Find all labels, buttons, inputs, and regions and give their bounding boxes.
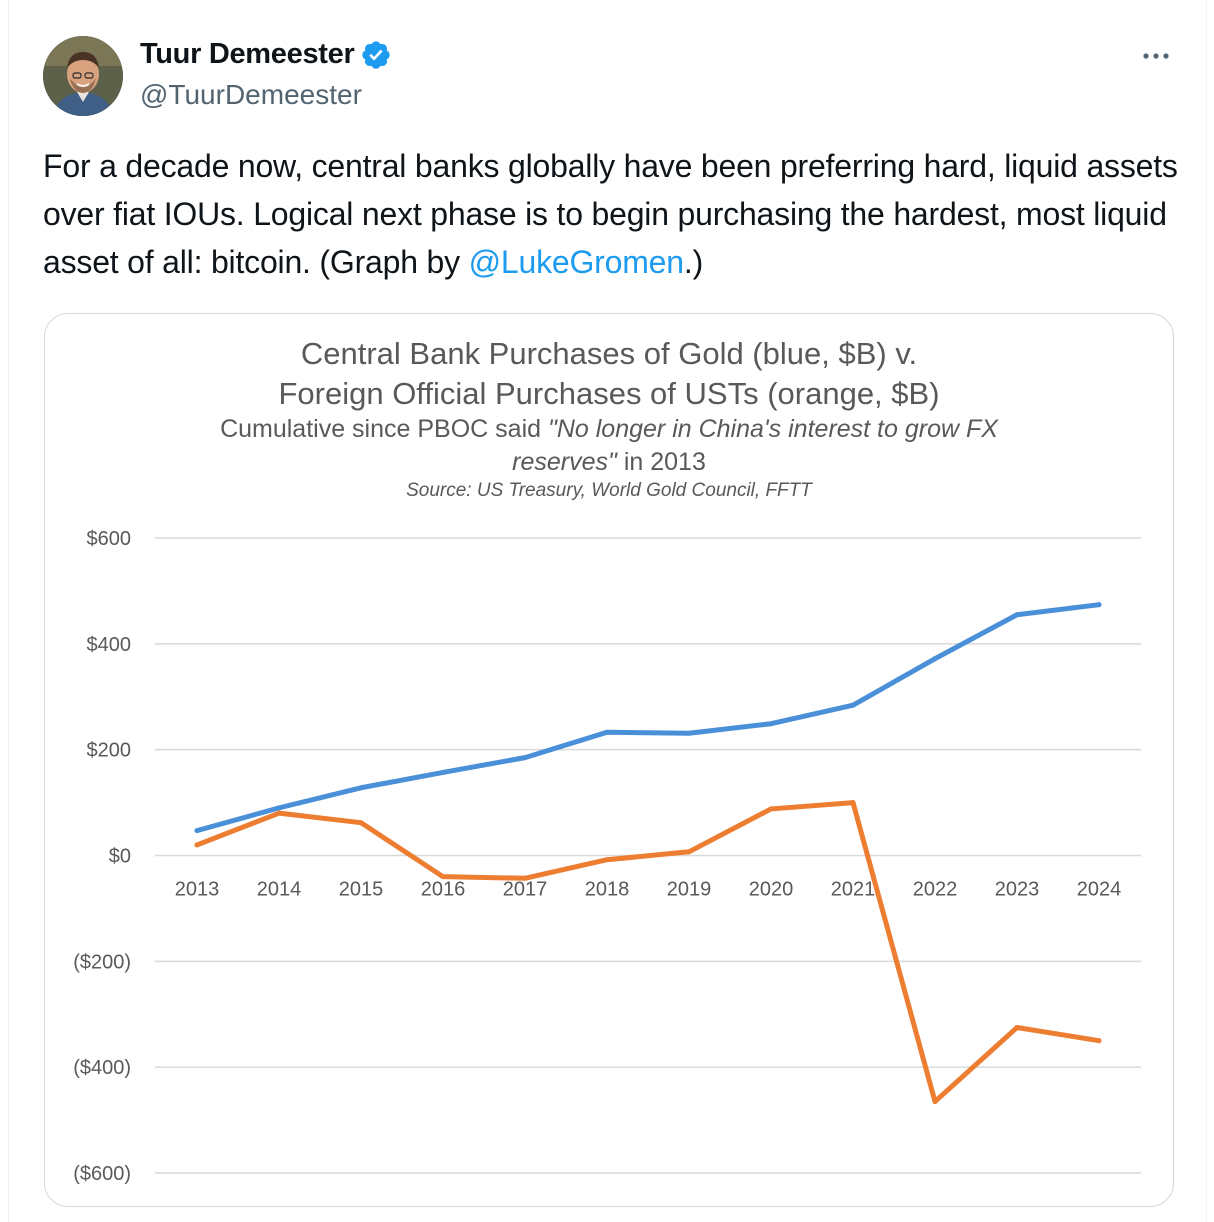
chart-subtitle-prefix: Cumulative since PBOC said [220, 415, 548, 443]
y-tick-label: $200 [87, 740, 132, 762]
x-tick-label: 2020 [749, 879, 794, 901]
author-handle[interactable]: @TuurDemeester [140, 79, 362, 110]
verified-badge-icon [360, 39, 392, 71]
chart-subtitle-line2: reserves" in 2013 [45, 448, 1173, 477]
gold-series-point [440, 769, 446, 775]
author-name-text[interactable]: Tuur Demeester [140, 38, 355, 70]
avatar-photo [43, 36, 123, 116]
gold-series-point [276, 805, 282, 811]
ust-series-point [440, 874, 446, 880]
ust-series-point [358, 820, 364, 826]
y-tick-label: ($200) [73, 951, 131, 973]
gold-series-point [1014, 612, 1020, 618]
ust-series-point [850, 800, 856, 806]
more-dots-icon [1143, 53, 1169, 59]
y-tick-label: ($400) [73, 1057, 131, 1079]
chart-source: Source: US Treasury, World Gold Council,… [406, 480, 812, 501]
ust-series-point [768, 806, 774, 812]
x-tick-label: 2015 [339, 879, 384, 901]
tweet-media-chart[interactable]: Central Bank Purchases of Gold (blue, $B… [44, 313, 1174, 1207]
chart-title-line2: Foreign Official Purchases of USTs (oran… [278, 376, 940, 411]
gold-series-point [686, 730, 692, 736]
x-tick-label: 2021 [831, 879, 876, 901]
chart-plot: $600 $400 $200 $0 ($200) ($400) ($600) 2013 2014… [73, 528, 1141, 1185]
x-tick-label: 2019 [667, 879, 712, 901]
ust-series-line [194, 800, 1102, 1105]
x-tick-label: 2014 [257, 879, 302, 901]
tweet-text-body: For a decade now, central banks globally… [43, 148, 1178, 280]
chart-subtitle-suffix: in 2013 [616, 448, 706, 476]
timeline-left-border [8, 0, 9, 1222]
avatar[interactable] [43, 36, 123, 116]
ust-series-point [604, 857, 610, 863]
chart-subtitle-quote-a: "No longer in China's interest to grow F… [547, 415, 998, 443]
x-tick-label: 2023 [995, 879, 1040, 901]
y-tick-label: $400 [87, 634, 132, 656]
x-tick-label: 2016 [421, 879, 466, 901]
ust-series-point [276, 810, 282, 816]
gold-series-point [850, 702, 856, 708]
y-tick-label: $0 [109, 846, 131, 868]
more-options-button[interactable] [1136, 40, 1176, 70]
gold-series-point [358, 785, 364, 791]
author-name[interactable]: Tuur Demeester [140, 38, 392, 71]
x-tick-label: 2024 [1077, 879, 1122, 901]
chart-title-line1: Central Bank Purchases of Gold (blue, $B… [300, 336, 918, 371]
x-tick-label: 2013 [175, 879, 220, 901]
gold-series-point [932, 656, 938, 662]
tweet-text: For a decade now, central banks globally… [43, 142, 1193, 286]
mention-link[interactable]: @LukeGromen [468, 244, 684, 280]
ust-series-point [194, 842, 200, 848]
chart-subtitle-line1: Cumulative since PBOC said "No longer in… [45, 415, 1173, 444]
ust-series-point [1014, 1024, 1020, 1030]
x-tick-label: 2017 [503, 879, 548, 901]
ust-series-point [1096, 1038, 1102, 1044]
x-tick-label: 2018 [585, 879, 630, 901]
chart-subtitle-quote-b: reserves" [512, 448, 617, 476]
timeline-right-border [1206, 0, 1207, 1222]
tweet-text-end: .) [683, 244, 704, 280]
ust-series-point [686, 849, 692, 855]
y-tick-label: $600 [87, 528, 132, 550]
ust-series-point [522, 875, 528, 881]
gold-series-point [1096, 602, 1102, 608]
gold-series-point [768, 721, 774, 727]
y-tick-label: ($600) [73, 1163, 131, 1185]
gold-series-line [194, 602, 1102, 834]
ust-series-point [932, 1099, 938, 1105]
gold-series-point [194, 828, 200, 834]
x-tick-label: 2022 [913, 879, 958, 901]
gold-series-point [522, 755, 528, 761]
gold-series-point [604, 729, 610, 735]
